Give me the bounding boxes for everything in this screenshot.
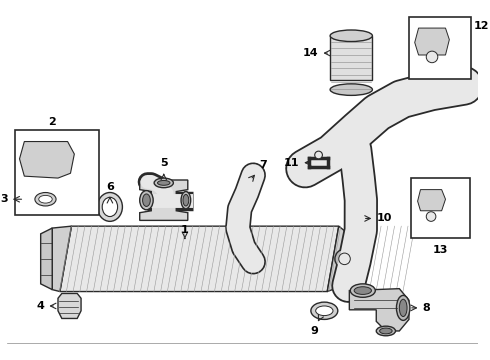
Text: 1: 1: [181, 225, 189, 235]
Polygon shape: [349, 289, 409, 331]
Text: 8: 8: [422, 303, 430, 313]
Text: 3: 3: [0, 194, 8, 204]
Circle shape: [426, 51, 438, 63]
Text: 6: 6: [106, 181, 114, 192]
Text: 4: 4: [37, 301, 45, 311]
Bar: [15, 130, 99, 215]
Ellipse shape: [311, 302, 338, 319]
Ellipse shape: [330, 84, 372, 95]
Ellipse shape: [354, 287, 371, 294]
Circle shape: [335, 249, 354, 269]
Text: 5: 5: [160, 158, 168, 168]
Polygon shape: [140, 180, 188, 220]
Bar: [411, 178, 470, 238]
Circle shape: [315, 151, 322, 159]
Circle shape: [339, 253, 350, 265]
Ellipse shape: [140, 190, 153, 210]
Polygon shape: [327, 226, 348, 292]
Ellipse shape: [181, 192, 191, 209]
Ellipse shape: [39, 195, 52, 203]
Ellipse shape: [35, 193, 56, 206]
Text: 13: 13: [433, 246, 448, 255]
Ellipse shape: [380, 328, 392, 334]
Ellipse shape: [143, 194, 150, 206]
Bar: [409, 17, 471, 79]
Ellipse shape: [399, 299, 407, 316]
Bar: [330, 36, 372, 80]
Ellipse shape: [157, 180, 170, 185]
Polygon shape: [52, 226, 72, 292]
Text: 9: 9: [311, 326, 319, 336]
Ellipse shape: [350, 284, 375, 297]
Polygon shape: [415, 28, 449, 55]
Text: 2: 2: [49, 117, 56, 127]
Ellipse shape: [396, 296, 410, 320]
Text: 11: 11: [284, 158, 299, 168]
Text: 7: 7: [259, 161, 267, 170]
Polygon shape: [417, 190, 445, 211]
Ellipse shape: [330, 30, 372, 41]
Ellipse shape: [154, 178, 173, 188]
Polygon shape: [41, 228, 52, 289]
Text: 10: 10: [376, 213, 392, 224]
Circle shape: [426, 212, 436, 221]
Text: 14: 14: [303, 48, 318, 58]
Ellipse shape: [183, 194, 189, 206]
Polygon shape: [60, 226, 339, 292]
Polygon shape: [58, 293, 81, 319]
Polygon shape: [60, 226, 339, 292]
Ellipse shape: [102, 197, 118, 216]
Text: 12: 12: [473, 21, 489, 31]
Polygon shape: [20, 141, 74, 178]
Ellipse shape: [376, 326, 395, 336]
Ellipse shape: [316, 306, 333, 316]
Ellipse shape: [98, 193, 122, 221]
